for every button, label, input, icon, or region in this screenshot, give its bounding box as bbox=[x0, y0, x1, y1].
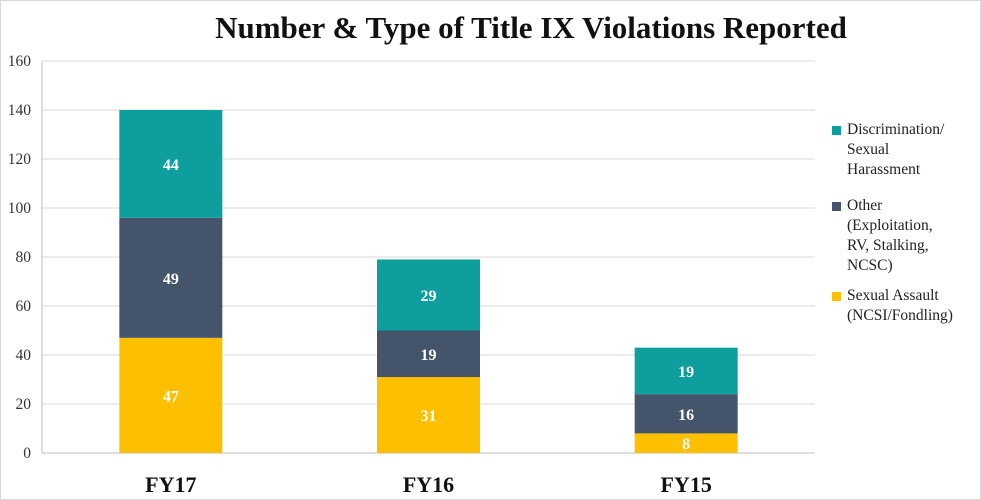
data-label: 19 bbox=[678, 364, 694, 381]
bar-segment bbox=[377, 259, 480, 331]
y-tick-label: 20 bbox=[16, 396, 32, 413]
data-label: 31 bbox=[421, 408, 437, 425]
legend-item: Other (Exploitation, RV, Stalking, NCSC) bbox=[830, 196, 980, 276]
legend-item: Discrimination/ Sexual Harassment bbox=[830, 120, 980, 180]
data-label: 8 bbox=[682, 436, 690, 453]
legend-swatch bbox=[832, 126, 841, 135]
bar-segment bbox=[119, 217, 223, 338]
y-tick-label: 60 bbox=[16, 298, 32, 315]
y-tick-label: 80 bbox=[16, 249, 32, 266]
y-tick-label: 160 bbox=[8, 53, 32, 70]
x-tick-label: FY15 bbox=[661, 472, 712, 497]
data-label: 44 bbox=[163, 157, 179, 174]
data-label: 16 bbox=[678, 407, 694, 424]
y-tick-label: 100 bbox=[8, 200, 32, 217]
y-tick-label: 140 bbox=[8, 102, 32, 119]
x-tick-label: FY16 bbox=[403, 472, 454, 497]
bar-segment bbox=[634, 394, 738, 434]
data-label: 19 bbox=[421, 347, 437, 364]
data-label: 49 bbox=[163, 271, 179, 288]
legend-label: Other (Exploitation, RV, Stalking, NCSC) bbox=[847, 197, 933, 274]
legend-swatch bbox=[832, 292, 841, 301]
bar-segment bbox=[119, 110, 223, 218]
y-tick-label: 0 bbox=[23, 445, 31, 462]
y-tick-label: 40 bbox=[16, 347, 32, 364]
bar-segment bbox=[377, 330, 480, 378]
chart-title: Number & Type of Title IX Violations Rep… bbox=[215, 10, 847, 45]
legend-swatch bbox=[832, 202, 841, 211]
legend-item: Sexual Assault (NCSI/Fondling) bbox=[830, 286, 980, 326]
bar-segment bbox=[119, 337, 223, 453]
data-label: 47 bbox=[163, 388, 179, 405]
x-tick-label: FY17 bbox=[145, 472, 196, 497]
data-label: 29 bbox=[421, 288, 437, 305]
bar-segment bbox=[377, 377, 480, 453]
legend-label: Sexual Assault (NCSI/Fondling) bbox=[847, 287, 953, 324]
legend-label: Discrimination/ Sexual Harassment bbox=[847, 121, 945, 178]
bar-segment bbox=[634, 347, 738, 395]
y-tick-label: 120 bbox=[8, 151, 32, 168]
chart-legend: Discrimination/ Sexual Harassment Other (… bbox=[830, 120, 980, 326]
bar-segment bbox=[634, 433, 738, 453]
